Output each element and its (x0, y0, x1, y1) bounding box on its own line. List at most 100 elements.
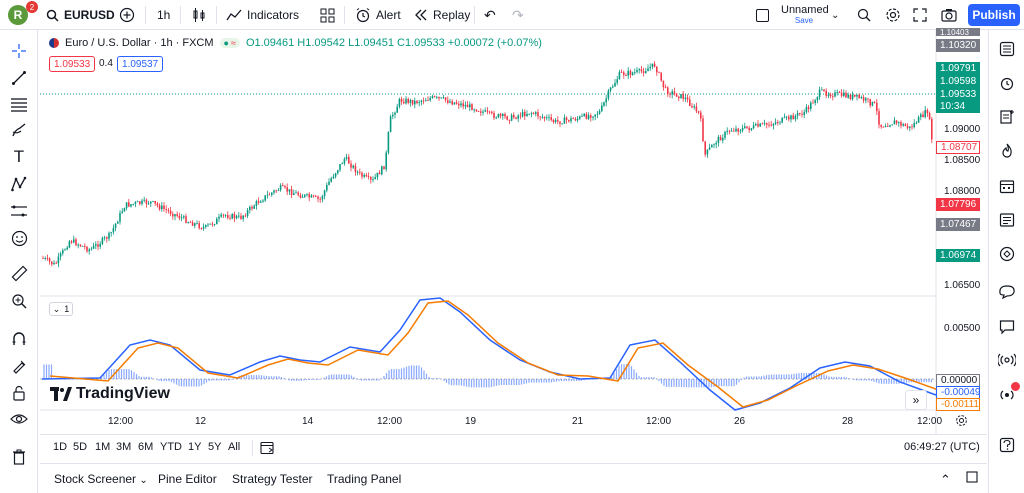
candle-body (603, 102, 605, 106)
watchlist-icon[interactable] (996, 38, 1018, 60)
tab-trading-panel[interactable]: Trading Panel (327, 472, 402, 486)
tab-stock-screener[interactable]: Stock Screener ⌄ (54, 472, 148, 486)
eye-icon[interactable] (8, 408, 30, 430)
maximize-panel-button[interactable] (966, 471, 978, 486)
candle-body (779, 122, 781, 124)
candle-body (631, 72, 634, 75)
indicator-collapse-button[interactable]: ⌄ 1 (49, 302, 73, 316)
ask-price-box[interactable]: 1.09537 (117, 56, 164, 72)
lock-icon[interactable] (8, 382, 30, 404)
candle-body (326, 184, 328, 191)
candle-body (466, 104, 469, 108)
candle-body (436, 96, 438, 98)
utc-clock[interactable]: 06:49:27 (UTC) (904, 441, 980, 453)
axis-tick-1.06500: 1.06500 (944, 280, 981, 291)
candle-body (682, 94, 684, 99)
gear-icon (956, 415, 967, 426)
ruler-icon[interactable] (8, 262, 30, 284)
alert-button[interactable]: Alert (355, 0, 401, 30)
axis-settings-button[interactable] (955, 414, 968, 430)
zoom-icon[interactable] (8, 290, 30, 312)
fib-icon[interactable] (8, 93, 30, 115)
price-chart[interactable] (40, 30, 987, 460)
trash-icon[interactable] (8, 446, 30, 468)
candle-body (741, 127, 744, 131)
snapshot-button[interactable] (941, 0, 957, 30)
streams-icon[interactable] (996, 349, 1018, 371)
candle-body (517, 115, 519, 119)
double-chevron-right-icon: » (912, 393, 920, 407)
compare-button[interactable] (119, 0, 135, 30)
candle-body (499, 114, 502, 116)
candle-body (156, 203, 159, 206)
candle-body (251, 206, 253, 209)
fullscreen-button[interactable] (913, 0, 927, 30)
chart-type-button[interactable] (191, 0, 207, 30)
symbol-flag-icon (49, 38, 59, 48)
interval-button[interactable]: 1h (157, 0, 170, 30)
candle-body (218, 216, 220, 219)
calendar-icon[interactable] (996, 175, 1018, 197)
tab-pine-editor[interactable]: Pine Editor (158, 472, 217, 486)
candle-body (46, 258, 49, 259)
settings-button[interactable] (885, 0, 901, 30)
brush-icon[interactable] (8, 119, 30, 141)
symbol-search[interactable]: EURUSD (46, 0, 115, 30)
candle-body (277, 189, 280, 191)
publish-button[interactable]: Publish (968, 4, 1020, 26)
signal-icon[interactable] (996, 384, 1018, 406)
timeframe-5y[interactable]: 5Y (208, 441, 222, 453)
replay-button[interactable]: Replay (414, 0, 470, 30)
candle-body (664, 87, 667, 88)
candle-body (79, 244, 82, 247)
layout-name[interactable]: Unnamed Save (781, 4, 829, 25)
timeframe-1m[interactable]: 1M (95, 441, 111, 453)
forecast-icon[interactable] (8, 200, 30, 222)
candle-body (68, 241, 71, 248)
candle-body (689, 99, 691, 106)
chat-icon[interactable] (996, 316, 1018, 338)
timeframe-all[interactable]: All (228, 441, 241, 453)
indicators-button[interactable]: Indicators (226, 0, 299, 30)
candle-body (246, 210, 249, 216)
quick-search-button[interactable] (856, 0, 872, 30)
timeframe-1d[interactable]: 1D (53, 441, 68, 453)
candle-body (365, 174, 368, 177)
flame-icon[interactable] (996, 140, 1018, 162)
chat-bubble-icon[interactable] (996, 280, 1018, 302)
help-icon[interactable] (996, 434, 1018, 456)
magnet-icon[interactable] (8, 328, 30, 350)
candle-body (825, 90, 827, 96)
text-icon[interactable]: T (13, 147, 25, 166)
alerts-icon[interactable] (996, 72, 1018, 94)
trend-line-icon[interactable] (8, 67, 30, 89)
goto-date-button[interactable] (260, 440, 275, 458)
user-avatar[interactable]: R (8, 5, 28, 25)
redo-button[interactable]: ↷ (512, 0, 524, 30)
ideas-icon[interactable] (996, 243, 1018, 265)
left-drawing-toolbar: T (0, 30, 38, 493)
hotlist-icon[interactable] (996, 106, 1018, 128)
layouts-button[interactable] (320, 0, 335, 30)
timeframe-5d[interactable]: 5D (73, 441, 88, 453)
rewind-icon (415, 9, 427, 21)
bid-price-box[interactable]: 1.09533 (49, 56, 96, 72)
timeframe-3m[interactable]: 3M (116, 441, 132, 453)
lock-drawing-icon[interactable] (8, 355, 30, 377)
emoji-icon[interactable] (8, 227, 30, 249)
candle-body (405, 98, 407, 104)
pattern-icon[interactable] (8, 173, 30, 195)
crosshair-icon[interactable] (8, 40, 30, 62)
timeframe-ytd[interactable]: YTD (160, 441, 182, 453)
tab-strategy-tester[interactable]: Strategy Tester (232, 472, 313, 486)
undo-button[interactable]: ↶ (484, 0, 496, 30)
timeframe-6m[interactable]: 6M (138, 441, 154, 453)
candle-body (726, 130, 728, 132)
chevron-up-icon[interactable]: ⌃ (940, 472, 951, 487)
layout-menu-button[interactable]: ⌄ (831, 0, 839, 30)
scroll-to-realtime-button[interactable]: » (905, 390, 927, 410)
timeframe-1y[interactable]: 1Y (188, 441, 202, 453)
layout-save-toggle[interactable] (756, 0, 769, 30)
candle-body (766, 123, 768, 125)
news-icon[interactable] (996, 209, 1018, 231)
